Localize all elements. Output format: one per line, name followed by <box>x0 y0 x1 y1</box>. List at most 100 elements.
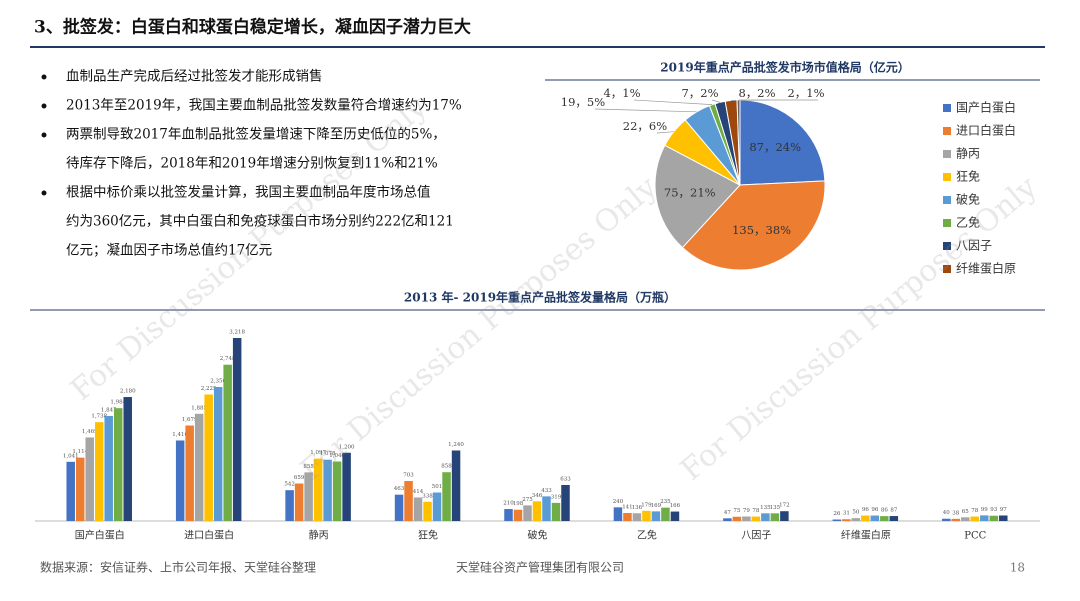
bar <box>832 519 842 521</box>
bar <box>332 461 342 521</box>
bar <box>880 516 889 521</box>
bar <box>404 481 413 521</box>
bar-value-label: 97 <box>1000 507 1007 513</box>
bar-value-label: 172 <box>779 503 790 509</box>
bar-value-label: 78 <box>752 508 759 514</box>
bar <box>66 461 75 521</box>
bar <box>185 425 194 521</box>
bar <box>942 518 951 521</box>
bar-value-label: 166 <box>670 503 681 509</box>
bar <box>451 450 461 521</box>
bar <box>551 502 561 521</box>
legend-label: 八因子 <box>956 239 992 253</box>
footer-company: 天堂硅谷资产管理集团有限公司 <box>456 560 624 575</box>
bar-value-label: 40 <box>943 510 950 516</box>
bar-value-label: 99 <box>981 507 988 513</box>
bar <box>513 509 523 521</box>
bar-value-label: 240 <box>613 499 624 505</box>
bar <box>751 516 761 521</box>
bar-value-label: 79 <box>743 508 750 514</box>
bar <box>999 515 1008 521</box>
legend-swatch <box>943 104 951 112</box>
bullet-text: 两票制导致2017年血制品批签发量增速下降至历史低位的5%， <box>66 126 446 143</box>
bar-value-label: 346 <box>532 493 543 499</box>
leader-line <box>633 99 713 106</box>
bar <box>94 422 104 521</box>
bar-value-label: 703 <box>403 473 414 479</box>
bar <box>232 338 242 521</box>
bar-value-label: 414 <box>413 489 424 495</box>
bar-value-label: 235 <box>660 499 671 505</box>
bar <box>980 515 989 521</box>
bar <box>423 501 432 521</box>
bar-value-label: 38 <box>952 510 959 516</box>
bar-value-label: 86 <box>881 508 888 514</box>
pie-label: 19，5% <box>561 95 605 109</box>
bar-value-label: 1,738 <box>91 414 107 420</box>
bar <box>175 440 185 521</box>
bar-value-label: 659 <box>294 475 305 481</box>
bar-value-label: 858 <box>441 464 452 470</box>
bar-value-label: 633 <box>560 477 571 483</box>
legend-label: 进口白蛋白 <box>956 123 1016 138</box>
bar <box>561 485 570 521</box>
x-tick-label: 乙免 <box>637 529 657 542</box>
bullet-text: 待库存下降后，2018年和2019年增速分别恢复到11%和21% <box>66 155 438 172</box>
bullet-text: 2013年至2019年，我国主要血制品批签发数量符合增速约为17% <box>66 97 462 114</box>
bullet-text: 约为360亿元，其中白蛋白和免疫球蛋白市场分别约222亿和121 <box>66 213 454 230</box>
bar <box>951 518 961 521</box>
bar <box>742 516 751 521</box>
bar-value-label: 501 <box>432 484 443 490</box>
bar-value-label: 1,200 <box>339 444 355 450</box>
bar <box>989 515 999 521</box>
legend-label: 纤维蛋白原 <box>956 261 1016 276</box>
bar-value-label: 319 <box>551 494 562 500</box>
bar <box>123 397 132 521</box>
pie-label: 8，2% <box>738 86 775 100</box>
bar <box>780 511 789 521</box>
bar <box>970 516 980 521</box>
bullet-text: 血制品生产完成后经过批签发才能形成销售 <box>66 68 323 85</box>
bar <box>75 457 85 521</box>
bar-value-label: 2,356 <box>210 379 226 385</box>
bar-value-label: 93 <box>990 507 997 513</box>
bar <box>542 496 551 521</box>
x-tick-label: 纤维蛋白原 <box>841 529 891 542</box>
bar-value-label: 96 <box>862 507 869 513</box>
pie-label: 7，2% <box>681 86 718 100</box>
legend-label: 国产白蛋白 <box>956 100 1016 115</box>
bullet-text: 根据中标价乘以批签发量计算，我国主要血制品年度市场总值 <box>66 184 431 201</box>
bar-value-label: 65 <box>962 509 969 515</box>
legend-swatch <box>943 219 951 227</box>
bar <box>842 519 851 521</box>
leader-line <box>594 108 697 113</box>
pie-slice <box>654 144 741 249</box>
leader-line <box>656 131 674 134</box>
pie-label: 2，1% <box>787 86 824 100</box>
bar-value-label: 78 <box>971 508 978 514</box>
bullet-text: 亿元；凝血因子市场总值约17亿元 <box>66 242 272 259</box>
x-tick-label: 破免 <box>528 529 548 542</box>
bar-value-label: 179 <box>641 502 652 508</box>
bar-value-label: 542 <box>284 482 295 488</box>
bar-value-label: 1,469 <box>82 429 98 435</box>
bar <box>104 415 113 521</box>
bar <box>642 510 651 521</box>
bar-value-label: 2,748 <box>220 356 236 362</box>
bar-value-label: 1,046 <box>329 453 345 459</box>
x-tick-label: 进口白蛋白 <box>184 529 234 542</box>
x-tick-label: 国产白蛋白 <box>75 529 125 542</box>
bar <box>342 452 351 521</box>
bullet-dot <box>41 74 47 80</box>
bar <box>870 515 880 521</box>
bar-value-label: 1,240 <box>448 442 464 448</box>
pie-chart-title: 2019年重点产品批签发市场市值格局（亿元） <box>660 60 909 75</box>
bar <box>442 472 451 521</box>
bar-value-label: 198 <box>513 501 524 507</box>
bar-value-label: 1,114 <box>72 449 88 455</box>
bar-value-label: 2,225 <box>201 386 217 392</box>
bar <box>613 507 623 521</box>
pie-slice <box>681 180 826 271</box>
bar-value-label: 31 <box>843 511 850 517</box>
bar <box>651 511 661 521</box>
